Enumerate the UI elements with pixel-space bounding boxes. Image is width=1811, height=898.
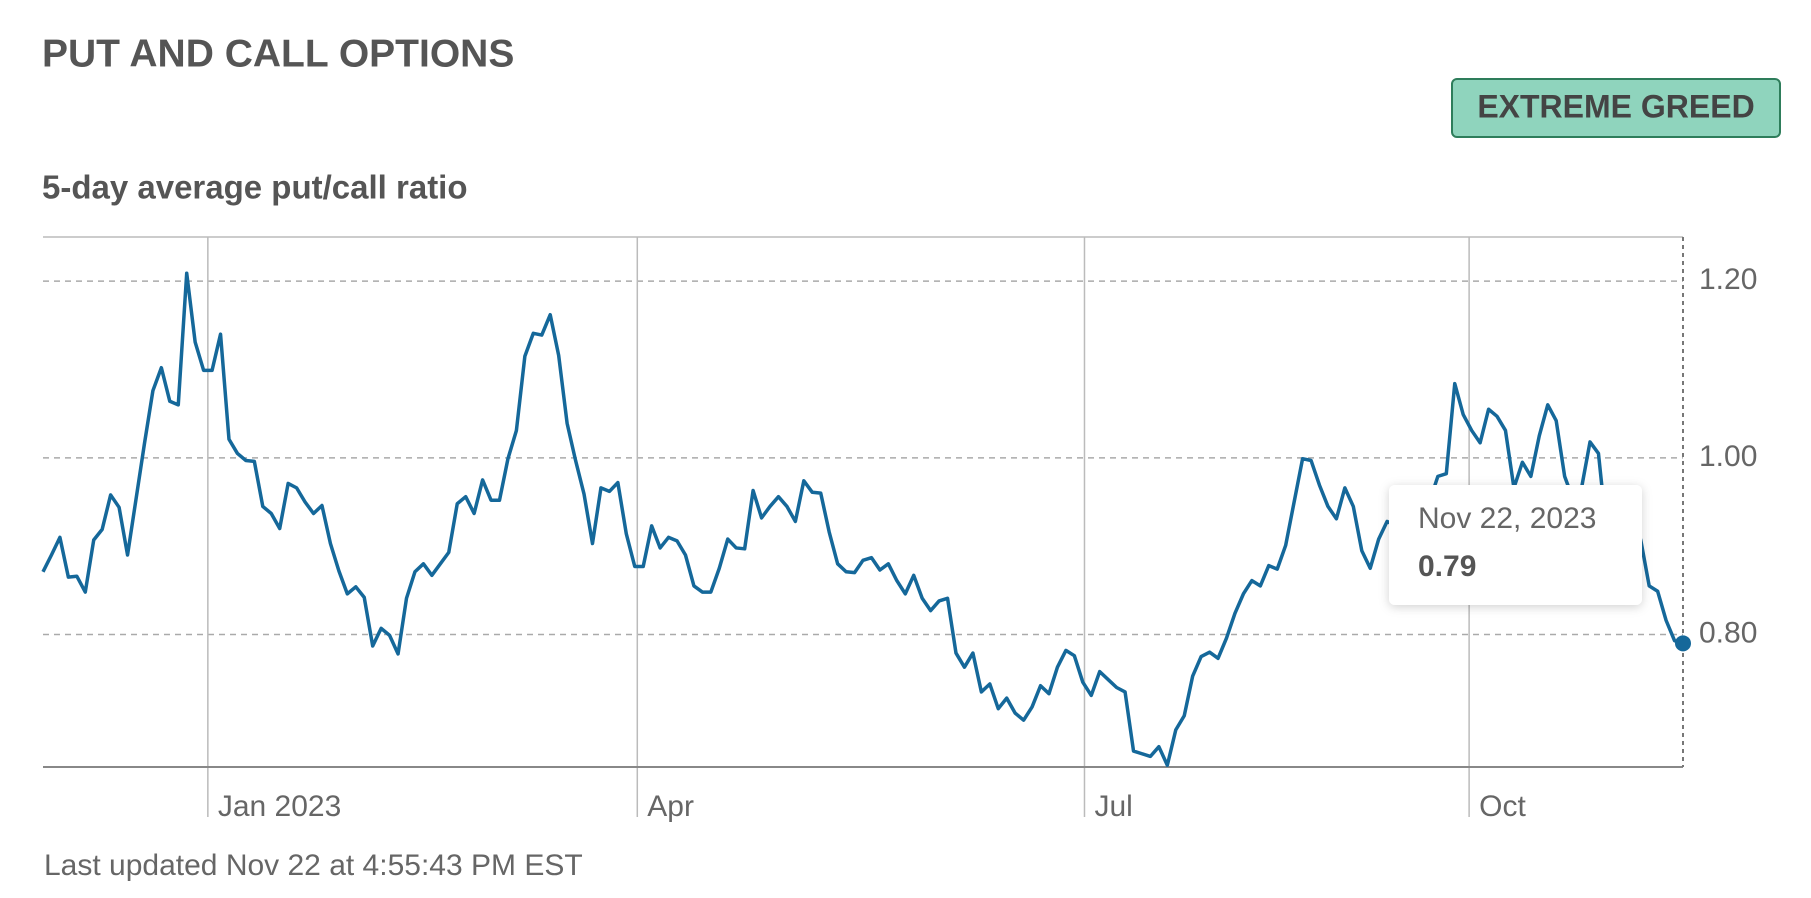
rating-badge — [1451, 78, 1781, 138]
x-tick-label: Jan 2023 — [218, 790, 341, 823]
x-tick-label: Jul — [1094, 790, 1132, 823]
x-tick-label: Oct — [1479, 790, 1526, 823]
y-tick-label: 1.00 — [1699, 440, 1757, 473]
chart-subtitle: 5-day average put/call ratio — [42, 169, 468, 206]
tooltip-date: Nov 22, 2023 — [1418, 502, 1596, 535]
tooltip-box — [1389, 485, 1642, 605]
chart-title: PUT AND CALL OPTIONS — [42, 32, 514, 75]
y-tick-label: 1.20 — [1699, 263, 1757, 296]
y-tick-label: 0.80 — [1699, 616, 1757, 649]
footer: Last updated Nov 22 at 4:55:43 PM EST — [44, 849, 583, 882]
plot-area: 0.80 1.00 1.20 Jan 2023 Apr Jul Oct Nov 22, 202… — [41, 236, 1757, 823]
x-tick-label: Apr — [647, 790, 694, 823]
hover-point — [1675, 635, 1691, 652]
tooltip-value: 0.79 — [1418, 550, 1476, 583]
tooltip: Nov 22, 2023 0.79 — [1389, 485, 1642, 605]
rating-label: EXTREME GREED — [1477, 88, 1754, 124]
